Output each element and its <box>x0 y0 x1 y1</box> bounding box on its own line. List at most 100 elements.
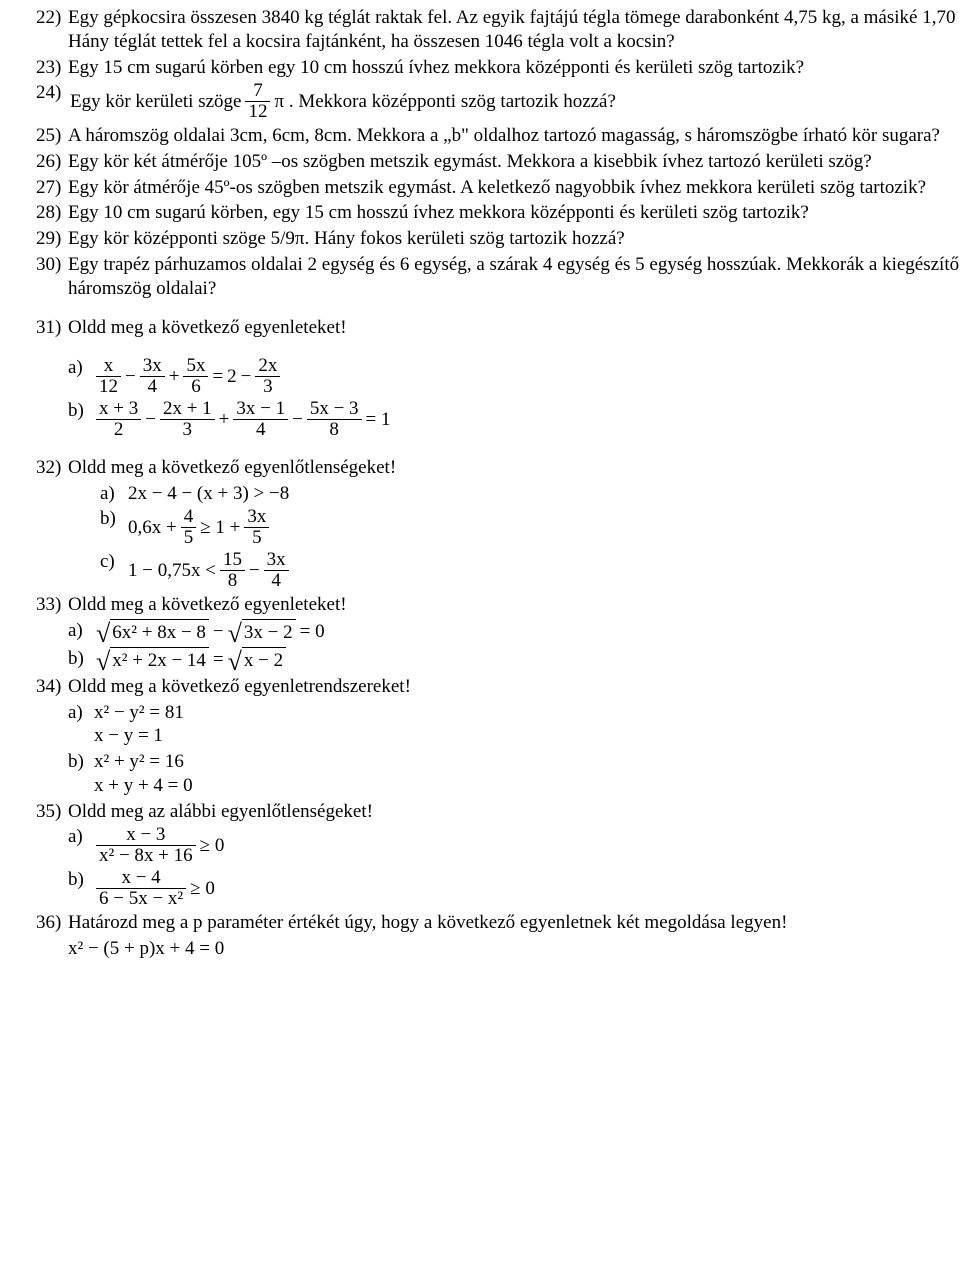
problem-31a: a) x12 − 3x4 + 5x6 = 2 − 2x3 <box>68 356 960 397</box>
problem-22: 22) Egy gépkocsira összesen 3840 kg tégl… <box>36 6 960 54</box>
sub-label: a) <box>68 356 94 380</box>
op: + <box>169 365 180 389</box>
problem-text: Oldd meg a következő egyenletrendszereke… <box>68 675 960 699</box>
problem-28: 28) Egy 10 cm sugarú körben, egy 15 cm h… <box>36 201 960 225</box>
equation: x − 3 x² − 8x + 16 ≥ 0 <box>94 825 226 866</box>
fraction: 5x6 <box>183 356 208 397</box>
problem-23: 23) Egy 15 cm sugarú körben egy 10 cm ho… <box>36 56 960 80</box>
fraction: 158 <box>220 550 245 591</box>
problem-35: 35) Oldd meg az alábbi egyenlőtlenségeke… <box>36 800 960 824</box>
problem-text: Egy kör középponti szöge 5/9π. Hány foko… <box>68 227 960 251</box>
equation: √x² + 2x − 14 = √x − 2 <box>94 647 288 673</box>
equation: √6x² + 8x − 8 − √3x − 2 = 0 <box>94 619 327 645</box>
problem-text: Egy kör átmérője 45º-os szögben metszik … <box>68 176 960 200</box>
problem-text: Oldd meg a következő egyenleteket! <box>68 316 960 340</box>
sub-label: a) <box>68 825 94 849</box>
fraction: 2x3 <box>255 356 280 397</box>
problem-number: 23) <box>36 56 68 80</box>
problem-25: 25) A háromszög oldalai 3cm, 6cm, 8cm. M… <box>36 124 960 148</box>
problem-text: Egy trapéz párhuzamos oldalai 2 egység é… <box>68 253 960 301</box>
problem-34: 34) Oldd meg a következő egyenletrendsze… <box>36 675 960 699</box>
problem-text: Egy gépkocsira összesen 3840 kg téglát r… <box>68 6 960 54</box>
problem-number: 28) <box>36 201 68 225</box>
problem-number: 33) <box>36 593 68 617</box>
sub-label: b) <box>68 750 94 774</box>
lhs: 1 − 0,75x < <box>128 559 216 583</box>
problem-31b: b) x + 32 − 2x + 13 + 3x − 14 − 5x − 38 … <box>68 399 960 440</box>
equation: x − 4 6 − 5x − x² ≥ 0 <box>94 868 217 909</box>
problem-32c: c) 1 − 0,75x < 158 − 3x4 <box>100 550 960 591</box>
problem-number: 30) <box>36 253 68 277</box>
equation: 0,6x + 45 ≥ 1 + 3x5 <box>126 507 271 548</box>
rhs: = 0 <box>300 620 325 644</box>
line1: x² + y² = 16 <box>94 750 193 774</box>
sub-label: b) <box>68 868 94 892</box>
problem-number: 31) <box>36 316 68 340</box>
sub-label: b) <box>100 507 126 531</box>
problem-number: 36) <box>36 911 68 935</box>
minus: − <box>249 559 260 583</box>
equation: 1 − 0,75x < 158 − 3x4 <box>126 550 291 591</box>
fraction: 3x4 <box>264 550 289 591</box>
problem-number: 24) <box>36 81 68 105</box>
problem-number: 26) <box>36 150 68 174</box>
lead: 0,6x + <box>128 516 177 540</box>
problem-36: 36) Határozd meg a p paraméter értékét ú… <box>36 911 960 935</box>
expr: 2x − 4 − (x + 3) > −8 <box>128 482 289 506</box>
problem-text: Egy kör két átmérője 105º –os szögben me… <box>68 150 960 174</box>
problem-text: Határozd meg a p paraméter értékét úgy, … <box>68 911 960 935</box>
problem-35b: b) x − 4 6 − 5x − x² ≥ 0 <box>68 868 960 909</box>
minus: − <box>213 620 224 644</box>
sub-label: a) <box>100 482 126 506</box>
line2: x + y + 4 = 0 <box>94 774 193 798</box>
rhs: ≥ 0 <box>200 834 225 858</box>
tail-text: π . Mekkora középponti szög tartozik hoz… <box>274 90 615 114</box>
const: 2 <box>227 365 237 389</box>
problem-number: 29) <box>36 227 68 251</box>
sub-label: a) <box>68 619 94 643</box>
problem-32a: a) 2x − 4 − (x + 3) > −8 <box>100 482 960 506</box>
problem-number: 34) <box>36 675 68 699</box>
fraction-denominator: 12 <box>245 102 270 122</box>
problem-31: 31) Oldd meg a következő egyenleteket! <box>36 316 960 340</box>
line1: x² − y² = 81 <box>94 701 184 725</box>
op: − <box>292 408 303 432</box>
op: + <box>219 408 230 432</box>
sub-label: b) <box>68 399 94 423</box>
problem-35a: a) x − 3 x² − 8x + 16 ≥ 0 <box>68 825 960 866</box>
problem-number: 27) <box>36 176 68 200</box>
problem-text: Egy kör kerületi szöge 7 12 π . Mekkora … <box>68 81 960 122</box>
fraction: 3x5 <box>244 507 269 548</box>
problem-32b: b) 0,6x + 45 ≥ 1 + 3x5 <box>100 507 960 548</box>
problem-number: 22) <box>36 6 68 30</box>
fraction: 45 <box>181 507 197 548</box>
fraction: x12 <box>96 356 121 397</box>
problem-30: 30) Egy trapéz párhuzamos oldalai 2 egys… <box>36 253 960 301</box>
problem-text: Egy 10 cm sugarú körben, egy 15 cm hossz… <box>68 201 960 225</box>
fraction: 5x − 38 <box>307 399 362 440</box>
problem-33b: b) √x² + 2x − 14 = √x − 2 <box>68 647 960 673</box>
problem-34b: b) x² + y² = 16 x + y + 4 = 0 <box>68 750 960 798</box>
sqrt: √6x² + 8x − 8 <box>96 619 209 645</box>
problem-number: 35) <box>36 800 68 824</box>
op: − <box>125 365 136 389</box>
problem-27: 27) Egy kör átmérője 45º-os szögben mets… <box>36 176 960 200</box>
problem-text: Egy 15 cm sugarú körben egy 10 cm hosszú… <box>68 56 960 80</box>
problem-34a: a) x² − y² = 81 x − y = 1 <box>68 701 960 749</box>
sqrt: √x² + 2x − 14 <box>96 647 209 673</box>
problem-26: 26) Egy kör két átmérője 105º –os szögbe… <box>36 150 960 174</box>
rhs: ≥ 0 <box>190 877 215 901</box>
problem-33a: a) √6x² + 8x − 8 − √3x − 2 = 0 <box>68 619 960 645</box>
line2: x − y = 1 <box>94 724 184 748</box>
problem-text: Oldd meg az alábbi egyenlőtlenségeket! <box>68 800 960 824</box>
lead-text: Egy kör kerületi szöge <box>70 90 241 114</box>
equation-system: x² + y² = 16 x + y + 4 = 0 <box>94 750 193 798</box>
eq: = <box>213 648 224 672</box>
fraction: x − 3 x² − 8x + 16 <box>96 825 196 866</box>
op: − <box>145 408 156 432</box>
sub-label: c) <box>100 550 126 574</box>
problem-number: 25) <box>36 124 68 148</box>
fraction: 7 12 <box>245 81 270 122</box>
fraction: 3x − 14 <box>233 399 288 440</box>
fraction: 3x4 <box>140 356 165 397</box>
